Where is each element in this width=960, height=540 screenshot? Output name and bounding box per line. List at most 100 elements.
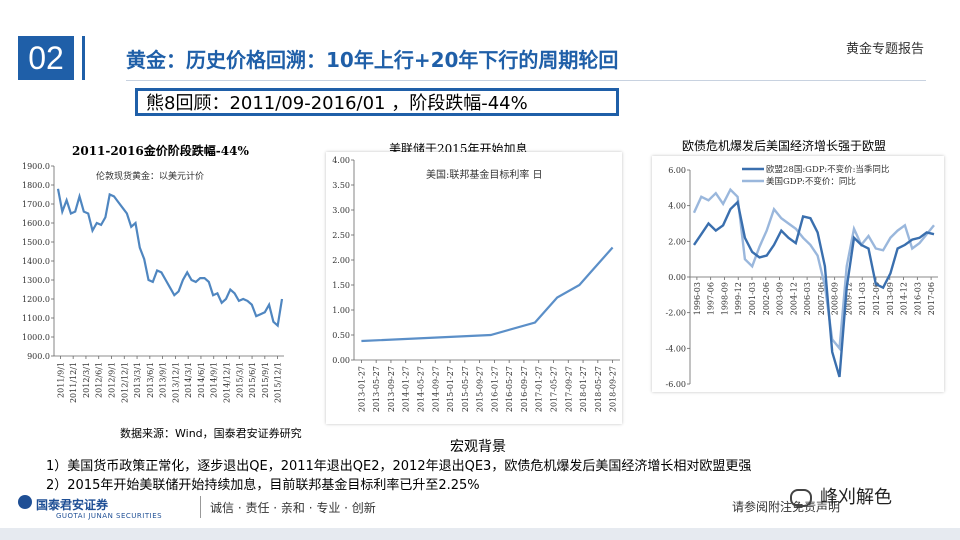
- x-tick-label: 2014/12/1: [223, 362, 232, 403]
- x-tick-label: 2017-06: [927, 282, 936, 315]
- y-tick-label: 2.00: [332, 256, 350, 265]
- y-tick-label: -6.00: [665, 380, 686, 389]
- y-tick-label: 1.50: [332, 281, 350, 290]
- x-tick-label: 2013/3/1: [133, 362, 142, 398]
- callout-box: 熊8回顾：2011/09-2016/01 ，阶段跌幅-44%: [135, 88, 619, 116]
- x-tick-label: 2013-09: [886, 282, 895, 315]
- x-tick-label: 2012-06: [872, 282, 881, 315]
- legend-us: 美国GDP:不变价：同比: [766, 176, 856, 187]
- x-tick-label: 2015-09-27: [476, 366, 485, 412]
- x-tick-label: 2017-09-27: [564, 366, 573, 412]
- x-tick-label: 2014/9/1: [210, 362, 219, 398]
- y-tick-label: 1800.0: [22, 181, 50, 190]
- y-tick-label: 1300.0: [22, 276, 50, 285]
- x-tick-label: 2014-12: [900, 282, 909, 315]
- x-tick-label: 2002-06: [762, 282, 771, 315]
- x-tick-label: 2017-01-27: [535, 366, 544, 412]
- x-tick-label: 2015-01-27: [446, 366, 455, 412]
- legend-eu: 欧盟28国:GDP:不变价:当季同比: [766, 164, 889, 175]
- page-title: 黄金：历史价格回溯：10年上行+20年下行的周期轮回: [126, 48, 619, 72]
- x-tick-label: 1998-09: [720, 282, 729, 315]
- x-tick-label: 2012/6/1: [95, 362, 104, 398]
- y-tick-label: 900.0: [27, 352, 50, 361]
- x-tick-label: 2015/12/1: [274, 362, 283, 403]
- title-rule: [126, 80, 926, 81]
- y-tick-label: 0.00: [668, 273, 686, 282]
- y-tick-label: -2.00: [665, 309, 686, 318]
- callout-text: 熊8回顾：2011/09-2016/01 ，阶段跌幅-44%: [146, 93, 528, 114]
- x-tick-label: 2013/6/1: [146, 362, 155, 398]
- company-logo-en: GUOTAI JUNAN SECURITIES: [56, 512, 163, 520]
- company-logo-text: 国泰君安证券: [36, 498, 109, 512]
- x-tick-label: 2001-03: [748, 282, 757, 315]
- y-tick-label: 1400.0: [22, 257, 50, 266]
- x-tick-label: 1999-12: [734, 282, 743, 315]
- macro-heading: 宏观背景: [450, 439, 506, 455]
- y-tick-label: 1600.0: [22, 219, 50, 228]
- macro-point-2: 2）2015年开始美联储开始持续加息，目前联邦基金目标利率已升至2.25%: [46, 478, 480, 493]
- section-divider: [82, 36, 85, 80]
- gold-price-line: [56, 188, 284, 328]
- x-tick-label: 2011-03: [858, 282, 867, 315]
- fed-rate-line: [361, 246, 614, 343]
- y-tick-label: 4.00: [668, 202, 686, 211]
- y-tick-label: 4.00: [332, 156, 350, 165]
- footer-divider: [200, 496, 201, 518]
- x-tick-label: 2013-01-27: [357, 366, 366, 412]
- x-tick-label: 2016-05-27: [505, 366, 514, 412]
- x-tick-label: 2014/3/1: [184, 362, 193, 398]
- x-tick-label: 2015/3/1: [235, 362, 244, 398]
- y-tick-label: 6.00: [668, 166, 686, 175]
- x-tick-label: 2011/9/1: [56, 362, 65, 398]
- x-tick-label: 2013/12/1: [171, 362, 180, 403]
- footer-disclaimer: 请参阅附注免责声明: [732, 500, 841, 514]
- us-gdp-line: [692, 187, 935, 352]
- x-tick-label: 2014-09-27: [431, 366, 440, 412]
- source-note: 数据来源：Wind，国泰君安证券研究: [120, 427, 302, 440]
- y-tick-label: 2.50: [332, 231, 350, 240]
- x-tick-label: 2015-05-27: [461, 366, 470, 412]
- x-tick-label: 2007-06: [817, 282, 826, 315]
- x-tick-label: 2004-12: [789, 282, 798, 315]
- x-tick-label: 2016-09-27: [520, 366, 529, 412]
- y-tick-label: 1200.0: [22, 295, 50, 304]
- x-tick-label: 2014-01-27: [402, 366, 411, 412]
- gold-legend: 伦敦现货黄金：以美元计价: [96, 170, 204, 182]
- x-tick-label: 2016-01-27: [490, 366, 499, 412]
- bottom-bar: [0, 528, 960, 540]
- x-tick-label: 2014/6/1: [197, 362, 206, 398]
- x-tick-label: 2017-05-27: [550, 366, 559, 412]
- x-tick-label: 2012/3/1: [82, 362, 91, 398]
- x-tick-label: 2013/9/1: [159, 362, 168, 398]
- section-number: 02: [18, 36, 74, 80]
- y-tick-label: 0.00: [332, 356, 350, 365]
- x-tick-label: 2012/9/1: [108, 362, 117, 398]
- y-tick-label: 1700.0: [22, 200, 50, 209]
- eu-gdp-line: [693, 199, 935, 378]
- y-tick-label: 1.00: [332, 306, 350, 315]
- chart-right-caption: 欧债危机爆发后美国经济增长强于欧盟: [682, 139, 887, 153]
- y-tick-label: 3.50: [332, 181, 350, 190]
- gdp-legend: 欧盟28国:GDP:不变价:当季同比 美国GDP:不变价：同比: [742, 164, 889, 187]
- fed-rate-chart: 4.00 3.50 3.00 2.50 2.00 1.50 1.00 0.50 0.00 201…: [326, 152, 622, 424]
- chart-left-caption: 2011-2016金价阶段跌幅-44%: [72, 144, 249, 158]
- y-tick-label: 1500.0: [22, 238, 50, 247]
- x-tick-label: 2015/6/1: [248, 362, 257, 398]
- y-tick-label: 1100.0: [22, 314, 50, 323]
- y-tick-label: 0.50: [332, 331, 350, 340]
- y-tick-label: 2.00: [668, 237, 686, 246]
- x-tick-label: 2011/12/1: [69, 362, 78, 403]
- x-tick-label: 2018-05-27: [594, 366, 603, 412]
- x-tick-label: 1996-03: [693, 282, 702, 315]
- fed-legend: 美国:联邦基金目标利率 日: [426, 168, 543, 181]
- y-tick-label: 1900.0: [22, 162, 50, 171]
- x-tick-label: 2012/12/1: [120, 362, 129, 403]
- report-name: 黄金专题报告: [845, 42, 924, 57]
- x-tick-label: 2015/9/1: [261, 362, 270, 398]
- x-tick-label: 2018-01-27: [579, 366, 588, 412]
- x-tick-label: 2013-09-27: [387, 366, 396, 412]
- y-tick-label: -4.00: [665, 344, 686, 353]
- gdp-growth-chart: 6.00 4.00 2.00 0.00 -2.00 -4.00 -6.00 1996-03 1…: [652, 156, 944, 392]
- x-tick-label: 2008-09: [831, 282, 840, 315]
- x-tick-label: 2013-05-27: [372, 366, 381, 412]
